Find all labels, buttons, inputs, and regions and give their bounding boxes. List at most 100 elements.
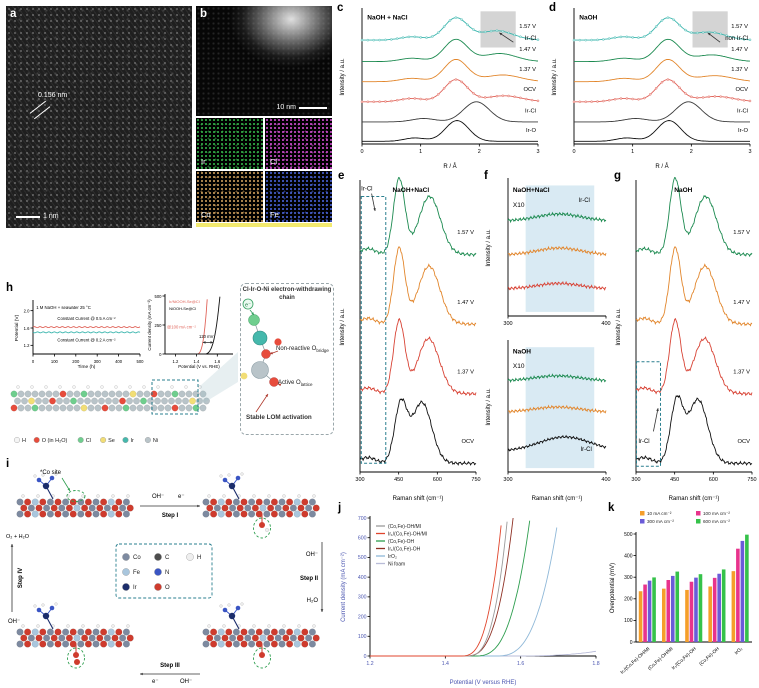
svg-text:H: H bbox=[22, 438, 26, 444]
svg-text:Step IV: Step IV bbox=[18, 568, 24, 588]
svg-text:X10: X10 bbox=[513, 202, 525, 209]
svg-text:1.2: 1.2 bbox=[366, 661, 373, 667]
eds-map-ir: Ir bbox=[196, 118, 263, 169]
eds-map-fe-label: Fe bbox=[270, 210, 279, 219]
svg-text:O₂ + H₂O: O₂ + H₂O bbox=[6, 534, 30, 540]
svg-text:400: 400 bbox=[358, 575, 367, 581]
svg-text:OH⁻: OH⁻ bbox=[306, 552, 318, 558]
svg-text:1: 1 bbox=[419, 149, 422, 155]
svg-text:Ir: Ir bbox=[131, 438, 135, 444]
svg-text:Constant Current @ 0.5 A cm⁻²: Constant Current @ 0.5 A cm⁻² bbox=[57, 316, 116, 321]
svg-text:Potential (V vs. RHE): Potential (V vs. RHE) bbox=[178, 364, 220, 369]
svg-text:300 mA cm⁻²: 300 mA cm⁻² bbox=[647, 519, 674, 524]
svg-text:700: 700 bbox=[358, 516, 367, 522]
svg-text:R / Å: R / Å bbox=[443, 163, 456, 170]
svg-text:Raman shift (cm⁻¹): Raman shift (cm⁻¹) bbox=[669, 496, 720, 502]
svg-text:Intensity / a.u.: Intensity / a.u. bbox=[486, 229, 492, 267]
svg-text:3: 3 bbox=[536, 149, 539, 155]
svg-text:Step III: Step III bbox=[160, 663, 180, 669]
label-non-reactive-obridge: Non-reactive Obridge bbox=[276, 346, 329, 353]
svg-text:Constant Current @ 0.2 A cm⁻²: Constant Current @ 0.2 A cm⁻² bbox=[57, 338, 116, 343]
svg-text:NaOH + NaCl: NaOH + NaCl bbox=[367, 14, 407, 21]
svg-text:100: 100 bbox=[624, 618, 633, 624]
eds-map-co-label: Co bbox=[201, 210, 211, 219]
svg-text:1: 1 bbox=[631, 149, 634, 155]
eds-map-ir-label: Ir bbox=[201, 157, 206, 166]
svg-text:300: 300 bbox=[631, 477, 640, 483]
eds-maps-grid: Ir Cl Co Fe bbox=[196, 118, 332, 222]
svg-text:120 mV: 120 mV bbox=[199, 334, 214, 339]
svg-text:NaOH+NaCl: NaOH+NaCl bbox=[392, 187, 429, 194]
svg-text:NaOH: NaOH bbox=[579, 14, 597, 21]
scale-bar-a-label: 1 nm bbox=[43, 213, 59, 220]
svg-text:Time (h): Time (h) bbox=[78, 364, 96, 370]
svg-text:Ir-O: Ir-O bbox=[738, 128, 748, 134]
svg-text:450: 450 bbox=[670, 477, 679, 483]
svg-text:2: 2 bbox=[478, 149, 481, 155]
scale-bar-b-line bbox=[299, 106, 327, 109]
electron-chain-title: Cl-Ir-O-Ni electron-withdrawing chain bbox=[242, 287, 332, 301]
svg-text:400: 400 bbox=[624, 553, 633, 559]
svg-text:400: 400 bbox=[601, 477, 610, 483]
svg-text:750: 750 bbox=[471, 477, 480, 483]
svg-text:Se: Se bbox=[108, 438, 115, 444]
panel-label-e: e bbox=[338, 170, 345, 182]
scale-bar-a-line bbox=[16, 215, 40, 218]
svg-text:OH⁻: OH⁻ bbox=[180, 679, 192, 685]
svg-text:OCV: OCV bbox=[461, 439, 474, 445]
svg-text:O (in H₂O): O (in H₂O) bbox=[42, 438, 68, 444]
svg-text:1.37 V: 1.37 V bbox=[457, 369, 474, 375]
svg-text:Current density (mA cm⁻²): Current density (mA cm⁻²) bbox=[341, 552, 347, 622]
svg-text:(Co,Fe)-OH: (Co,Fe)-OH bbox=[388, 539, 415, 545]
svg-text:1.6: 1.6 bbox=[214, 359, 220, 364]
olattice-sub: lattice bbox=[300, 382, 313, 388]
svg-text:0: 0 bbox=[32, 359, 35, 364]
svg-text:C: C bbox=[165, 555, 170, 561]
svg-text:Step I: Step I bbox=[162, 513, 179, 519]
raman-zoom-chart-naoh: 300 400 Raman shift (cm⁻¹) Intensity / a.u.… bbox=[486, 340, 611, 502]
svg-text:O: O bbox=[165, 585, 170, 591]
svg-text:250: 250 bbox=[155, 323, 163, 328]
overpotential-bar-chart: 0 100 200 300 400 500 Overpotential (mV) Ir₁/(C… bbox=[610, 511, 752, 676]
eds-map-co: Co bbox=[196, 171, 263, 222]
svg-text:NiOOH-Se@Cl: NiOOH-Se@Cl bbox=[169, 306, 196, 311]
svg-text:Ir₁/(Co,Fe)-OH: Ir₁/(Co,Fe)-OH bbox=[671, 646, 698, 672]
svg-text:Ir-Cl: Ir-Cl bbox=[525, 109, 536, 115]
svg-text:non Ir-Cl: non Ir-Cl bbox=[725, 36, 748, 42]
lattice-spacing-label: 0.156 nm bbox=[38, 92, 68, 99]
svg-text:600: 600 bbox=[433, 477, 442, 483]
svg-text:Intensity / a.u.: Intensity / a.u. bbox=[340, 308, 346, 346]
svg-text:0: 0 bbox=[572, 149, 575, 155]
svg-text:400: 400 bbox=[601, 321, 610, 327]
svg-text:OCV: OCV bbox=[735, 87, 748, 93]
svg-text:1.47 V: 1.47 V bbox=[733, 300, 750, 306]
highlight-strip bbox=[196, 223, 332, 227]
svg-text:IrO₂: IrO₂ bbox=[734, 646, 744, 656]
svg-text:0: 0 bbox=[364, 654, 367, 660]
eds-map-fe: Fe bbox=[265, 171, 332, 222]
scale-bar-a: 1 nm bbox=[16, 213, 59, 220]
raman-chart-naoh: 300 450 600 750 Raman shift (cm⁻¹) Intensity … bbox=[616, 176, 757, 502]
obridge-sub: bridge bbox=[316, 348, 329, 354]
svg-text:Potential (V): Potential (V) bbox=[14, 314, 20, 341]
eds-map-cl: Cl bbox=[265, 118, 332, 169]
svg-text:Fe: Fe bbox=[133, 570, 141, 576]
svg-text:Intensity / a.u.: Intensity / a.u. bbox=[486, 388, 492, 426]
svg-text:600 mA cm⁻²: 600 mA cm⁻² bbox=[703, 519, 730, 524]
svg-text:Ir-Cl: Ir-Cl bbox=[638, 439, 649, 445]
scale-bar-b: 10 nm bbox=[277, 104, 327, 111]
olattice-text: Active O bbox=[278, 380, 301, 386]
obridge-text: Non-reactive O bbox=[276, 346, 317, 352]
panel-label-d: d bbox=[549, 2, 557, 14]
svg-text:1.57 V: 1.57 V bbox=[733, 230, 750, 236]
svg-text:Ir-Cl: Ir-Cl bbox=[579, 198, 590, 204]
svg-text:Raman shift (cm⁻¹): Raman shift (cm⁻¹) bbox=[532, 496, 583, 502]
svg-text:200: 200 bbox=[72, 359, 80, 364]
svg-text:NaOH: NaOH bbox=[674, 187, 692, 194]
svg-text:Ni: Ni bbox=[153, 438, 158, 444]
svg-text:IrO₂: IrO₂ bbox=[388, 554, 397, 560]
svg-text:1.8: 1.8 bbox=[592, 661, 599, 667]
svg-text:500: 500 bbox=[624, 532, 633, 538]
svg-text:N: N bbox=[165, 570, 169, 576]
svg-text:300: 300 bbox=[624, 575, 633, 581]
